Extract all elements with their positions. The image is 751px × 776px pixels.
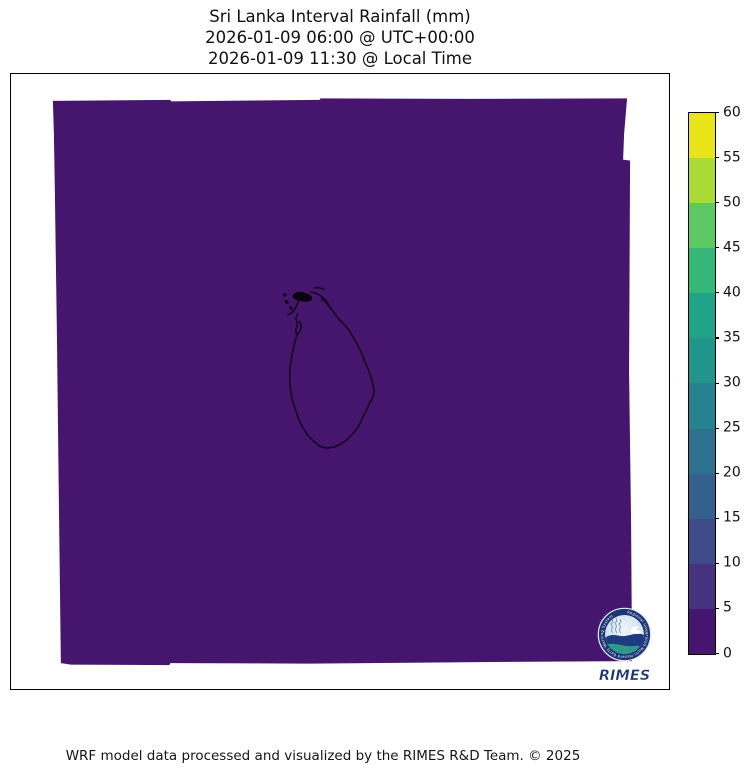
colorbar-band-55-60 bbox=[689, 113, 715, 159]
colorbar bbox=[688, 112, 716, 655]
colorbar-band-15-20 bbox=[689, 473, 715, 519]
rainfall-map bbox=[52, 98, 633, 666]
logo-wordmark: RIMES bbox=[599, 668, 650, 684]
chart-subtitle-local: 2026-01-09 11:30 @ Local Time bbox=[207, 49, 473, 68]
colorbar-band-25-30 bbox=[689, 383, 715, 429]
chart-title: Sri Lanka Interval Rainfall (mm) bbox=[209, 7, 471, 26]
colorbar-band-45-50 bbox=[689, 203, 715, 249]
sri-lanka-coastline bbox=[283, 286, 376, 449]
jaffna-peninsula-outline bbox=[292, 291, 312, 302]
footer-credit: WRF model data processed and visualized … bbox=[65, 748, 581, 764]
colorbar-band-40-45 bbox=[689, 248, 715, 294]
logo-bird-icon bbox=[630, 626, 643, 634]
colorbar-band-0-5 bbox=[689, 608, 715, 654]
colorbar-ticks: 60 55 50 45 40 35 30 25 20 15 10 5 0 bbox=[715, 104, 751, 661]
rainfall-field-polygon bbox=[52, 98, 633, 666]
chart-subtitle-utc: 2026-01-09 06:00 @ UTC+00:00 bbox=[205, 28, 475, 47]
rimes-logo: Regional Integrated Multi-Hazard Early W… bbox=[596, 605, 654, 685]
colorbar-band-5-10 bbox=[689, 563, 715, 609]
chart-title-block: Sri Lanka Interval Rainfall (mm) 2026-01… bbox=[10, 6, 670, 69]
colorbar-band-20-25 bbox=[689, 428, 715, 474]
colorbar-band-50-55 bbox=[689, 158, 715, 204]
colorbar-band-30-35 bbox=[689, 338, 715, 384]
colorbar-band-10-15 bbox=[689, 518, 715, 564]
rimes-logo-emblem: Regional Integrated Multi-Hazard Early W… bbox=[597, 607, 652, 684]
colorbar-band-35-40 bbox=[689, 293, 715, 339]
map-axes bbox=[10, 73, 670, 690]
